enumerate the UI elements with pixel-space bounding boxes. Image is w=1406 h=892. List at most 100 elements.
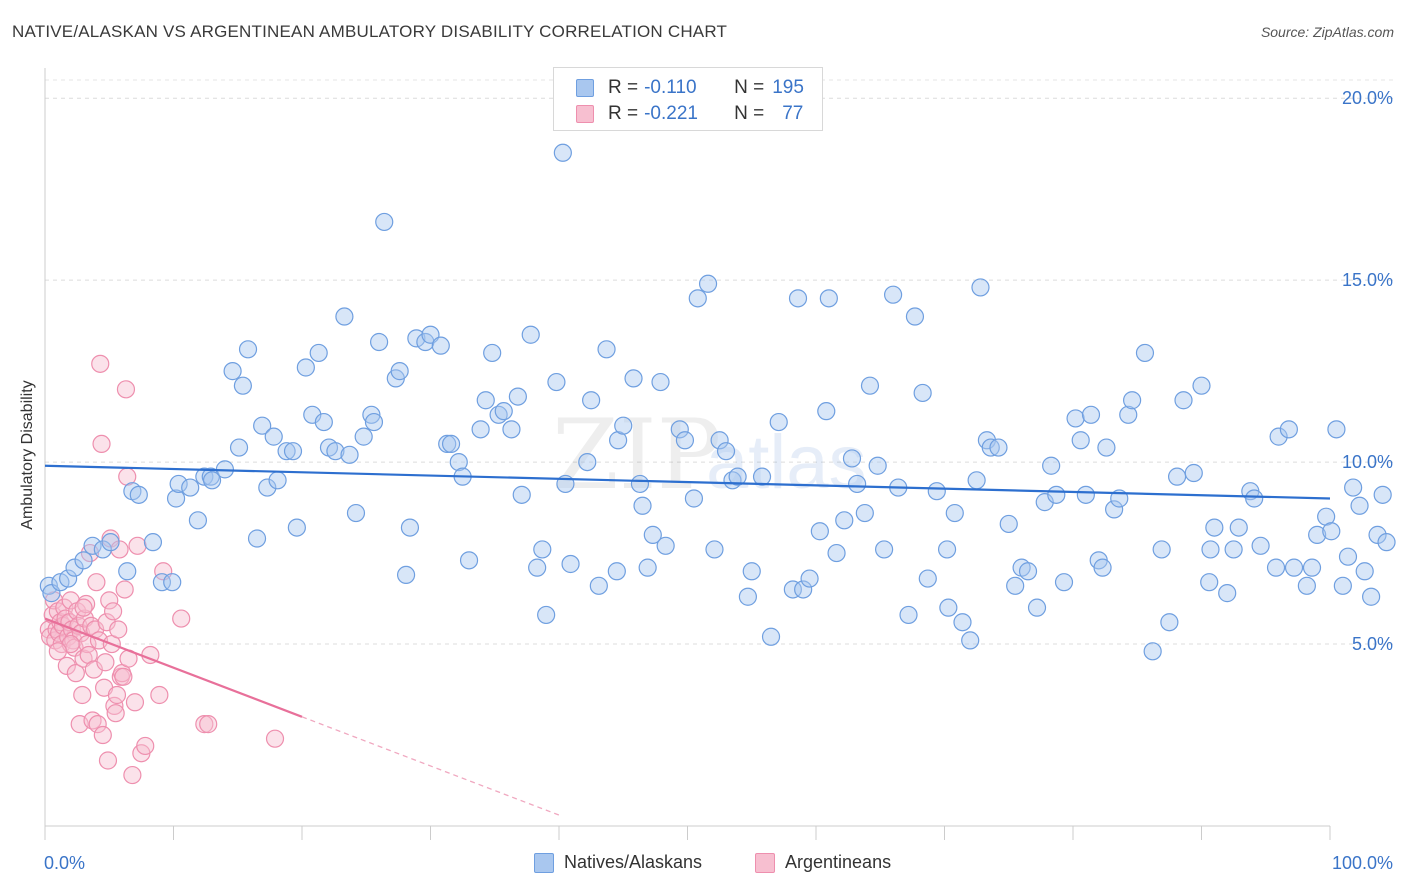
data-point <box>1327 420 1346 439</box>
data-point <box>967 471 986 490</box>
data-point <box>74 598 93 617</box>
data-point <box>277 442 296 461</box>
data-point <box>547 372 566 392</box>
data-point <box>59 569 78 588</box>
data-point <box>96 653 115 672</box>
data-point <box>769 412 788 432</box>
legend-row-argentineans: R = -0.221 N = 77 <box>576 102 803 126</box>
legend-n-label: N = <box>734 103 765 124</box>
data-point <box>83 536 102 555</box>
data-point <box>1035 493 1054 512</box>
legend-swatch-argentineans <box>576 105 594 123</box>
bottom-legend-natives: Natives/Alaskans <box>534 852 702 873</box>
data-point <box>698 274 718 293</box>
data-point <box>449 452 468 472</box>
data-point <box>868 456 887 475</box>
data-point <box>1047 485 1066 504</box>
data-point <box>1338 547 1358 566</box>
data-point <box>502 420 521 439</box>
data-point <box>370 332 389 352</box>
bottom-legend-argentineans: Argentineans <box>755 852 891 873</box>
data-point <box>716 442 736 461</box>
data-point <box>335 307 354 326</box>
data-point <box>303 405 322 424</box>
data-point <box>533 540 552 559</box>
data-point <box>136 736 155 756</box>
legend-n-value: 77 <box>782 103 804 124</box>
data-point <box>98 751 118 770</box>
data-point <box>233 376 252 395</box>
data-point <box>752 467 772 486</box>
data-point <box>107 685 127 705</box>
data-point <box>1081 405 1101 424</box>
data-point <box>855 503 874 523</box>
trend-line-argentineans <box>44 617 303 718</box>
data-point <box>396 565 416 585</box>
data-point <box>961 631 980 650</box>
data-point <box>346 503 366 523</box>
data-point <box>93 540 112 559</box>
y-tick-label: 20.0% <box>1342 88 1393 108</box>
data-point <box>971 278 990 297</box>
data-point <box>1167 467 1187 486</box>
data-point <box>561 554 580 574</box>
data-point <box>1192 376 1211 395</box>
data-point <box>945 503 964 523</box>
data-point <box>835 511 854 530</box>
data-point <box>630 474 650 494</box>
data-point <box>1184 463 1203 483</box>
data-point <box>728 467 747 486</box>
grid-lines <box>45 79 1395 645</box>
data-point <box>1308 525 1327 544</box>
data-point <box>742 562 761 581</box>
data-point <box>783 580 802 599</box>
data-point <box>438 434 457 454</box>
data-point <box>1143 642 1162 661</box>
data-point <box>624 369 643 388</box>
data-point <box>1373 485 1392 504</box>
data-point <box>989 438 1008 457</box>
bottom-legend-swatch-natives <box>534 852 554 873</box>
data-point <box>1284 558 1304 577</box>
bottom-legend-swatch-argentineans <box>755 852 775 873</box>
data-point <box>937 540 957 559</box>
data-point <box>810 522 829 541</box>
data-point <box>981 438 1000 457</box>
data-point <box>1160 613 1179 632</box>
legend-r-value: -0.221 <box>644 103 698 124</box>
data-point <box>188 511 208 530</box>
data-point <box>326 442 345 461</box>
trend-layer <box>44 464 1331 816</box>
data-point <box>1027 598 1047 617</box>
data-point <box>1006 576 1025 595</box>
trend-line-argentineans-extension <box>301 716 560 816</box>
legend-r-value: -0.110 <box>644 77 697 98</box>
legend-row-natives: R = -0.110 N = 195 <box>576 76 804 100</box>
data-point <box>407 329 426 348</box>
data-point <box>202 471 222 490</box>
data-point <box>761 627 781 646</box>
data-point <box>589 576 608 595</box>
data-point <box>1201 540 1220 559</box>
data-point <box>800 569 819 588</box>
data-point <box>643 525 662 544</box>
data-point <box>223 362 242 381</box>
data-point <box>788 289 808 308</box>
data-point <box>441 434 461 454</box>
data-point <box>1042 456 1061 475</box>
data-point <box>483 343 502 363</box>
series-layer <box>39 143 1396 785</box>
series-natives-alaskans <box>39 143 1396 661</box>
data-point <box>1350 496 1369 515</box>
data-point <box>1355 562 1374 581</box>
data-point <box>1123 391 1142 410</box>
data-point <box>528 558 547 577</box>
data-point <box>899 605 918 625</box>
data-point <box>314 412 333 432</box>
data-point <box>794 580 813 599</box>
data-point <box>688 289 707 308</box>
data-point <box>296 358 315 377</box>
data-point <box>521 325 540 344</box>
data-point <box>1135 343 1155 363</box>
data-point <box>638 558 657 577</box>
